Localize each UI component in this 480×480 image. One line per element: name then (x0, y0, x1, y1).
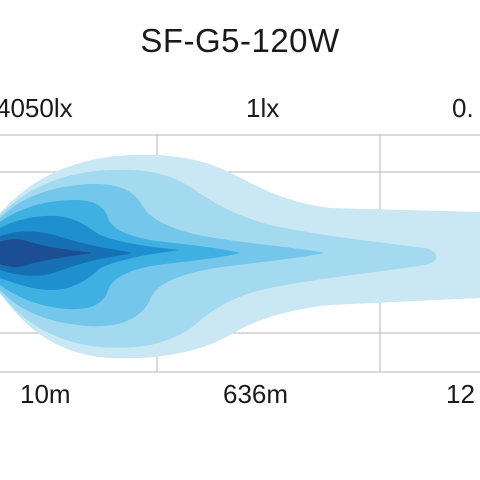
contour-7 (0, 239, 92, 267)
lux-label-mid: 1lx (246, 93, 280, 123)
chart-title: SF-G5-120W (140, 22, 340, 59)
lux-label-near: 4050lx (0, 93, 73, 123)
distance-label-mid: 636m (223, 379, 289, 409)
distance-label-near: 10m (20, 379, 71, 409)
lux-label-far: 0. (452, 93, 474, 123)
distance-label-far: 12 (446, 379, 475, 409)
